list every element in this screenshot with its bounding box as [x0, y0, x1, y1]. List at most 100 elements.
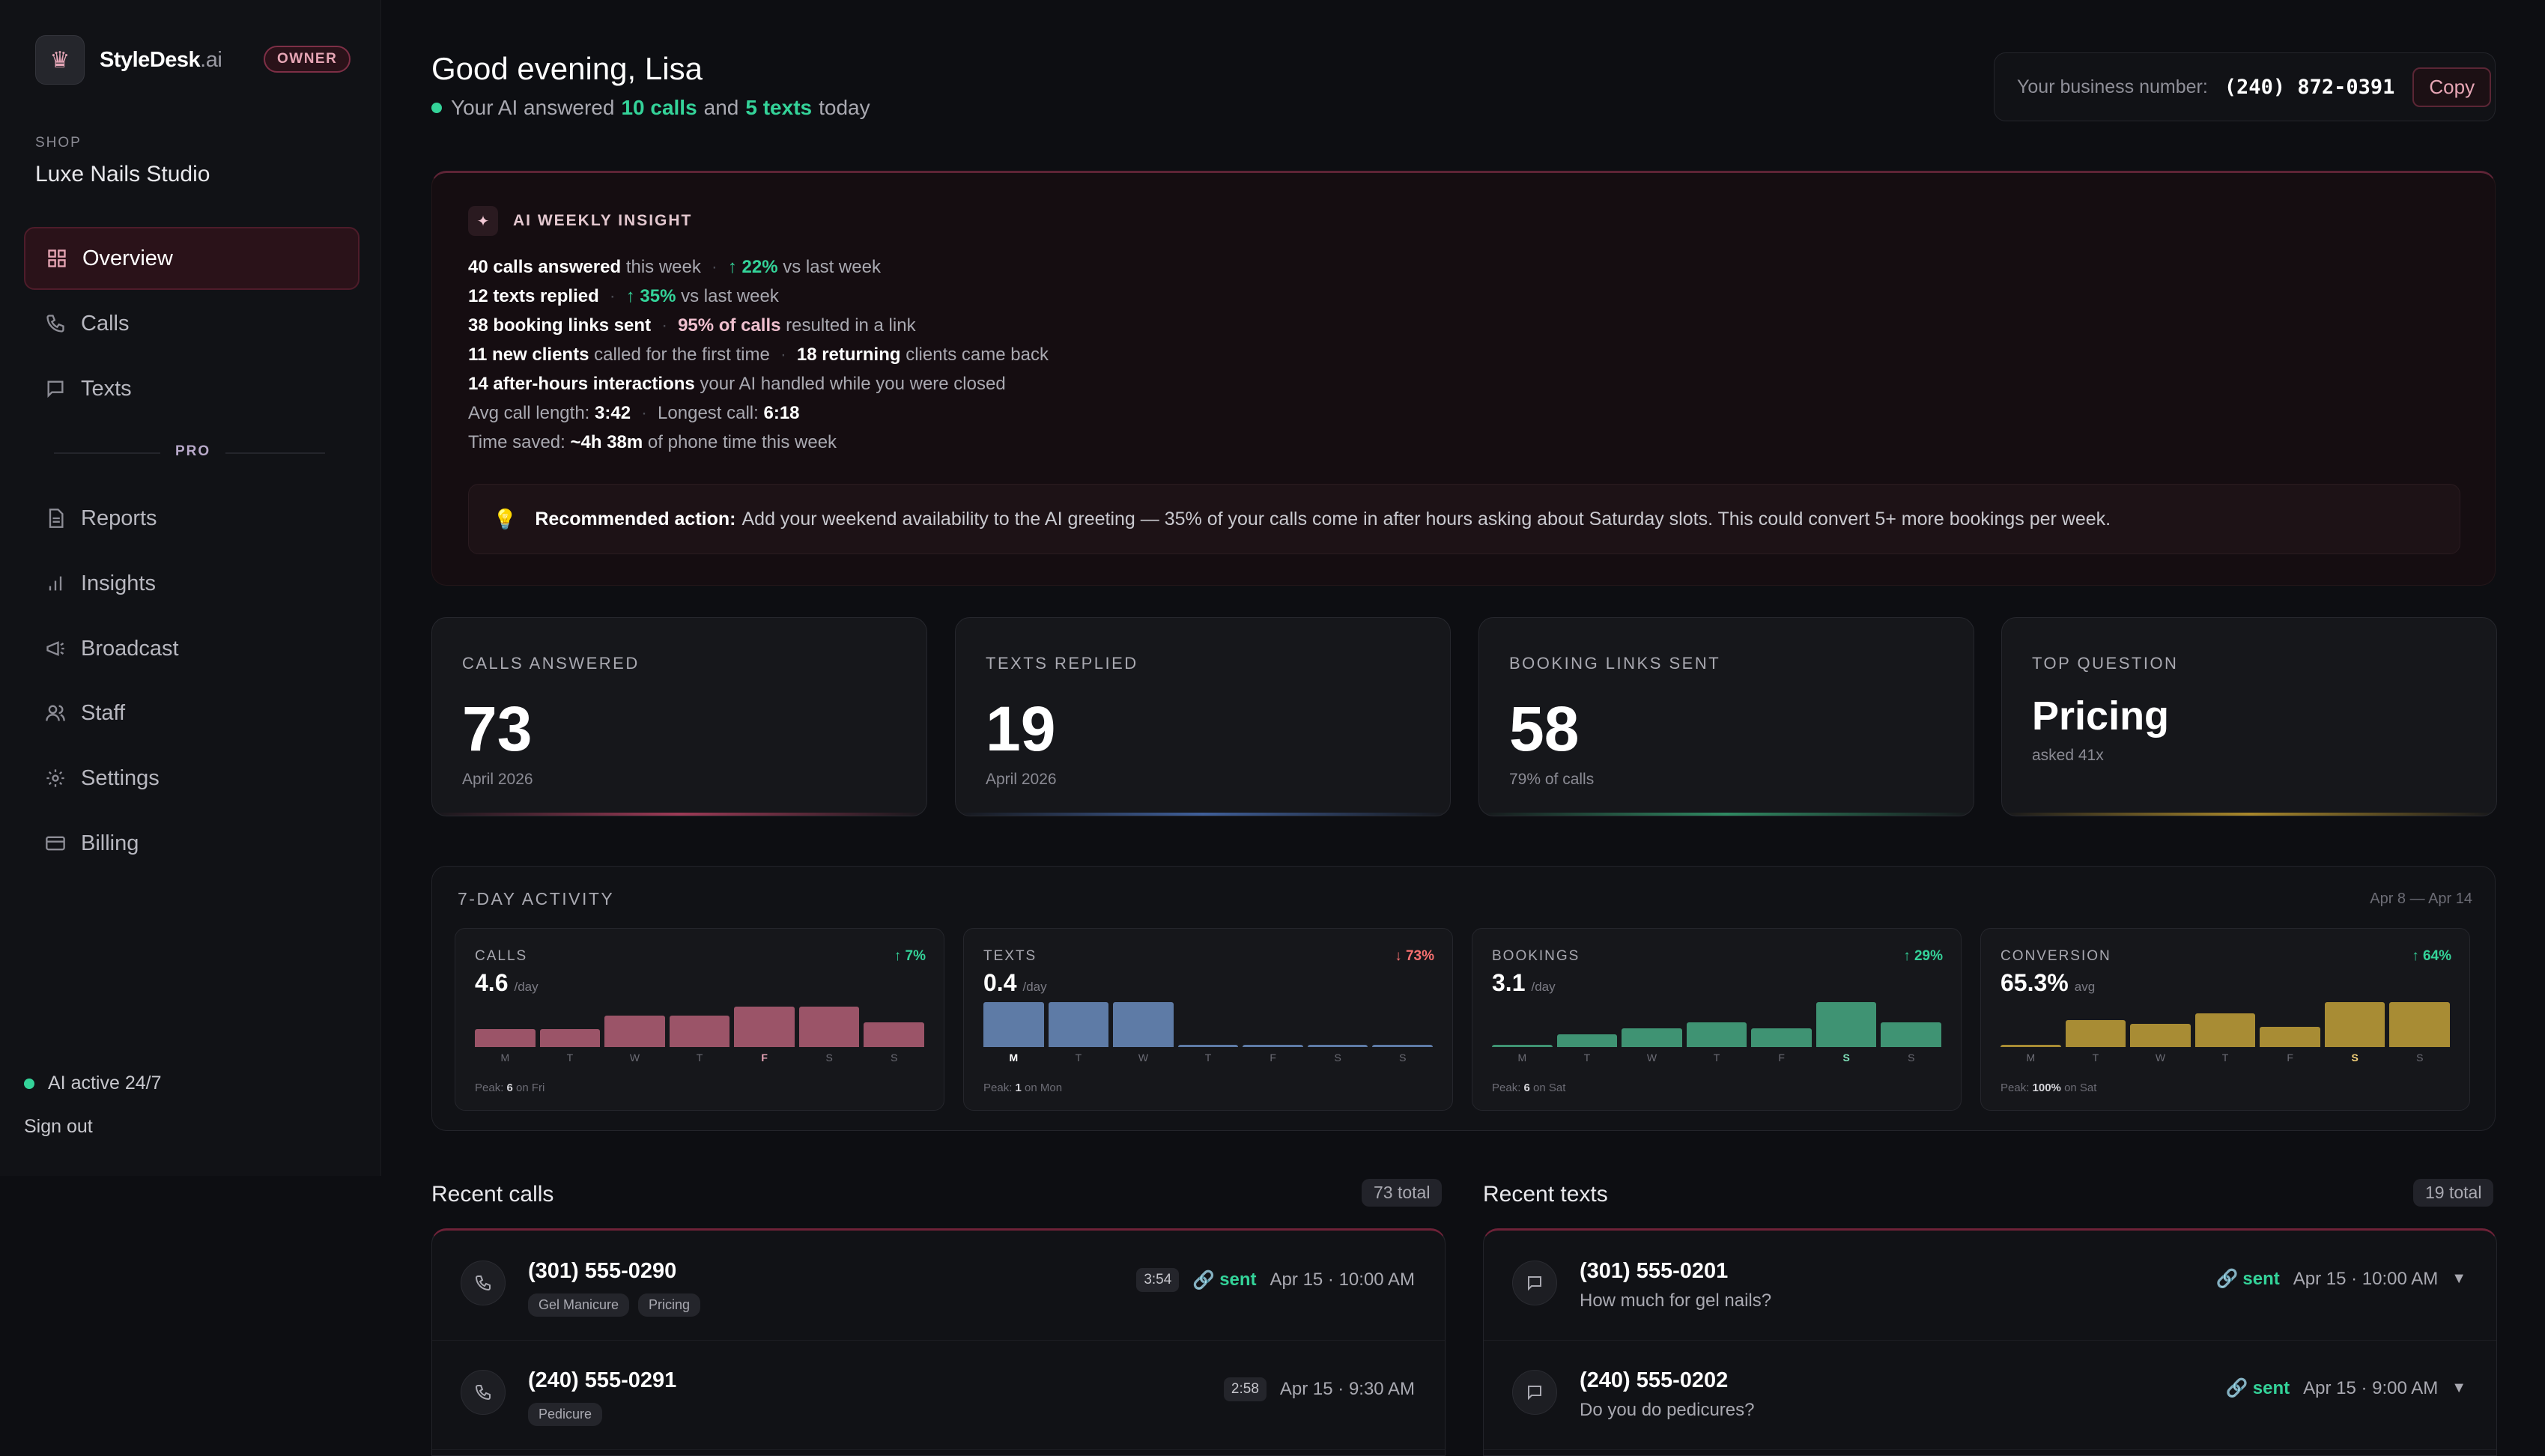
activity-card-conversion[interactable]: CONVERSION ↑ 64% 65.3% avg M T W T F S S Peak: 100%…	[1980, 928, 2470, 1111]
day-label: T	[2221, 1052, 2229, 1064]
activity-bars	[475, 1002, 925, 1047]
message-icon	[40, 378, 70, 399]
nav-broadcast-label: Broadcast	[81, 636, 179, 661]
day-label: T	[1583, 1052, 1591, 1064]
day-label: W	[2155, 1052, 2166, 1064]
insight-line: 14 after-hours interactions your AI hand…	[468, 374, 1006, 394]
nav-billing[interactable]: Billing	[24, 813, 357, 873]
seven-day-activity: 7-DAY ACTIVITY Apr 8 — Apr 14 CALLS ↑ 7% 4…	[431, 866, 2496, 1131]
shop-name: Luxe Nails Studio	[35, 162, 210, 186]
chevron-down-icon[interactable]: ▼	[2451, 1270, 2466, 1287]
activity-bar	[539, 1029, 601, 1047]
activity-bar	[1048, 1002, 1109, 1047]
activity-card-bookings[interactable]: BOOKINGS ↑ 29% 3.1/day M T W T F S S Peak: 6 on Sa…	[1472, 928, 1962, 1111]
lightbulb-icon: 💡	[493, 507, 518, 530]
activity-bar	[1372, 1045, 1434, 1047]
insight-line: 40 calls answered this week · ↑ 22% vs las…	[468, 257, 881, 277]
chevron-down-icon[interactable]: ▼	[2451, 1380, 2466, 1396]
broadcast-icon	[40, 638, 70, 659]
recent-calls-title: Recent calls	[431, 1182, 554, 1207]
day-label: T	[1204, 1052, 1212, 1064]
activity-card-value: 65.3% avg	[2000, 969, 2096, 996]
sign-out-link[interactable]: Sign out	[24, 1116, 93, 1137]
day-label: S	[1908, 1052, 1915, 1064]
stat-card-top-question[interactable]: TOP QUESTION Pricing asked 41x	[2001, 617, 2497, 816]
day-label: W	[1646, 1052, 1657, 1064]
day-label: M	[1517, 1052, 1527, 1064]
activity-card-value: 0.4/day	[983, 969, 1047, 996]
stat-label: TOP QUESTION	[2032, 654, 2179, 673]
activity-peak: Peak: 6 on Sat	[1492, 1082, 1566, 1094]
text-row[interactable]: (240) 555-0202 Do you do pedicures? 🔗 sen…	[1484, 1340, 2496, 1450]
day-label: F	[761, 1052, 768, 1064]
nav-staff[interactable]: Staff	[24, 683, 357, 743]
day-label: T	[696, 1052, 703, 1064]
activity-title: 7-DAY ACTIVITY	[458, 889, 615, 909]
brand-logo[interactable]: ♛ StyleDesk.ai	[35, 35, 222, 85]
activity-card-calls[interactable]: CALLS ↑ 7% 4.6/day M T W T F S S Peak: 6 on Fri	[455, 928, 944, 1111]
stat-note: April 2026	[462, 771, 533, 788]
insight-line: 38 booking links sent · 95% of calls resul…	[468, 315, 916, 336]
text-row[interactable]: (301) 555-0201 How much for gel nails? 🔗…	[1484, 1231, 2496, 1341]
day-label: W	[629, 1052, 640, 1064]
activity-bar	[1177, 1045, 1239, 1047]
activity-bar	[2130, 1024, 2191, 1047]
activity-bar	[1556, 1034, 1618, 1047]
live-dot	[431, 103, 442, 113]
stat-card-calls[interactable]: CALLS ANSWERED 73 April 2026	[431, 617, 927, 816]
link-icon: 🔗	[2215, 1269, 2239, 1289]
activity-bar	[1816, 1002, 1877, 1047]
phone-icon	[40, 313, 70, 334]
copy-button[interactable]: Copy	[2412, 67, 2492, 107]
activity-bars	[2000, 1002, 2451, 1047]
activity-card-value: 3.1/day	[1492, 969, 1556, 996]
caller-phone: (301) 555-0290	[528, 1259, 677, 1283]
stat-card-texts[interactable]: TEXTS REPLIED 19 April 2026	[955, 617, 1451, 816]
day-label: F	[1778, 1052, 1785, 1064]
nav-texts[interactable]: Texts	[24, 359, 357, 419]
grid-icon	[42, 248, 72, 269]
stat-note: 79% of calls	[1509, 771, 1595, 788]
sender-phone: (240) 555-0202	[1580, 1368, 1729, 1392]
phone-icon	[461, 1261, 506, 1305]
stat-note: April 2026	[986, 771, 1057, 788]
nav-overview-label: Overview	[82, 246, 173, 270]
summary-prefix: Your AI answered	[451, 96, 615, 119]
stat-label: TEXTS REPLIED	[986, 654, 1138, 673]
nav-calls[interactable]: Calls	[24, 294, 357, 354]
nav-calls-label: Calls	[81, 311, 130, 336]
greeting: Good evening, Lisa	[431, 51, 703, 86]
recent-texts-title: Recent texts	[1483, 1182, 1608, 1207]
tag: Gel Manicure	[528, 1293, 630, 1317]
activity-card-texts[interactable]: TEXTS ↓ 73% 0.4/day M T W T F S S Peak: 1 on Mon	[963, 928, 1453, 1111]
call-row[interactable]: (240) 555-0291 Pedicure 2:58 Apr 15 · 9:…	[432, 1340, 1445, 1450]
gear-icon	[40, 768, 70, 789]
stat-value: 58	[1509, 694, 1580, 764]
link-sent-status: 🔗 sent	[2215, 1268, 2280, 1290]
nav-overview[interactable]: Overview	[24, 227, 360, 290]
brand-name: StyleDesk.ai	[100, 47, 222, 72]
activity-bar	[2194, 1013, 2256, 1047]
insight-line: 11 new clients called for the first time…	[468, 345, 1049, 365]
recent-texts-list: (301) 555-0201 How much for gel nails? 🔗…	[1483, 1228, 2497, 1456]
day-label: S	[1842, 1052, 1850, 1064]
activity-bar	[2065, 1020, 2126, 1047]
stat-card-bookings[interactable]: BOOKING LINKS SENT 58 79% of calls	[1478, 617, 1974, 816]
users-icon	[40, 703, 70, 724]
nav-settings[interactable]: Settings	[24, 748, 357, 808]
day-label: S	[2416, 1052, 2424, 1064]
activity-bar	[1751, 1028, 1812, 1047]
accent-bar	[432, 813, 926, 816]
activity-peak: Peak: 6 on Fri	[475, 1082, 545, 1094]
text-message: How much for gel nails?	[1580, 1290, 1772, 1311]
call-time: Apr 15 · 10:00 AM	[1270, 1270, 1415, 1290]
insight-line: Avg call length: 3:42 · Longest call: 6:18	[468, 403, 800, 423]
tag: Pedicure	[528, 1403, 603, 1426]
text-message: Do you do pedicures?	[1580, 1400, 1755, 1420]
call-row[interactable]: (301) 555-0290 Gel Manicure Pricing 3:54…	[432, 1231, 1445, 1341]
nav-broadcast[interactable]: Broadcast	[24, 619, 357, 679]
nav-reports[interactable]: Reports	[24, 488, 357, 548]
day-label: T	[1075, 1052, 1082, 1064]
nav-insights[interactable]: Insights	[24, 553, 357, 613]
